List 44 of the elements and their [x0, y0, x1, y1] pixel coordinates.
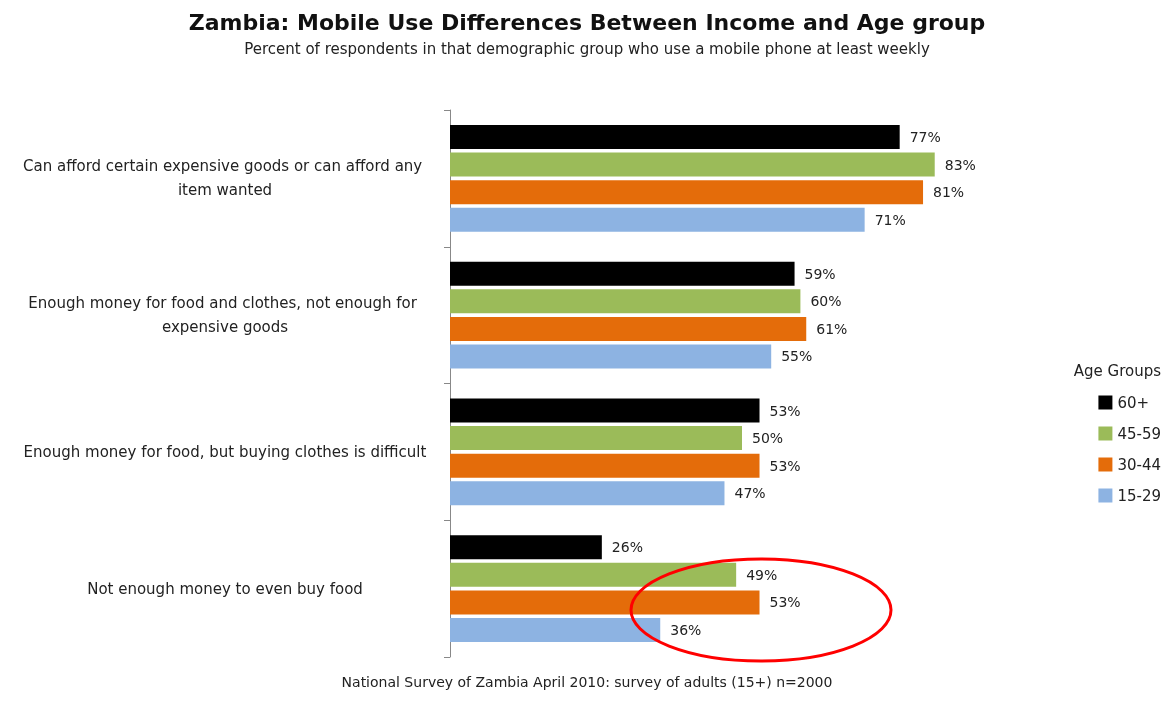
data-label: 59%: [804, 265, 836, 282]
data-label: 49%: [746, 566, 778, 583]
bar: [450, 398, 760, 423]
data-label: 53%: [769, 402, 801, 419]
y-tick-label: Not enough money to even buy food: [87, 579, 363, 598]
y-tick-label: Enough money for food, but buying clothes is difficult: [23, 442, 427, 461]
data-label: 26%: [611, 539, 643, 556]
data-label: 60%: [810, 293, 842, 310]
data-label: 47%: [734, 485, 766, 502]
bar: [450, 344, 772, 369]
legend-label: 45-59: [1117, 424, 1162, 443]
data-label: 83%: [944, 156, 976, 173]
data-label: 55%: [781, 348, 813, 365]
chart-title: Zambia: Mobile Use Differences Between Income and Age group: [188, 9, 986, 35]
data-label: 81%: [933, 184, 965, 201]
data-label: 36%: [670, 621, 702, 638]
data-label: 50%: [752, 430, 784, 447]
legend-label: 60+: [1117, 393, 1150, 412]
data-label: 71%: [874, 211, 906, 228]
bar: [450, 481, 725, 506]
bar: [450, 261, 795, 286]
bar: [450, 152, 935, 177]
data-label: 53%: [769, 457, 801, 474]
data-label: 77%: [909, 129, 941, 146]
bar: [450, 617, 661, 642]
bar: [450, 535, 602, 560]
legend-label: 30-44: [1117, 455, 1162, 474]
bar: [450, 125, 900, 150]
bar: [450, 453, 760, 478]
data-label: 61%: [816, 320, 848, 337]
y-tick-label: Enough money for food and clothes, not enough for expensive goods: [28, 294, 422, 337]
y-tick-label: Can afford certain expensive goods or can afford any item wanted: [23, 157, 427, 200]
bar: [450, 207, 865, 232]
bar: [450, 426, 742, 451]
bar: [450, 180, 924, 205]
bar: [450, 590, 760, 615]
legend-title: Age Groups: [1073, 361, 1162, 380]
bar: [450, 316, 807, 341]
chart-subtitle: Percent of respondents in that demographic group who use a mobile phone at least weekly: [244, 39, 930, 58]
bar: [450, 289, 801, 314]
text: National Survey of Zambia April 2010: survey of adults (15+) n=2000: [341, 674, 833, 690]
data-label: 53%: [769, 594, 801, 611]
legend-label: 15-29: [1117, 486, 1162, 505]
bar: [450, 562, 737, 587]
